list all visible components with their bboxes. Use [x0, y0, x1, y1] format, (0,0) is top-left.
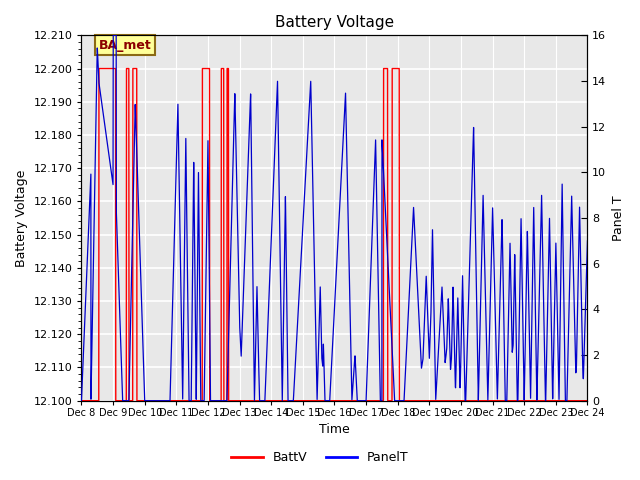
Title: Battery Voltage: Battery Voltage [275, 15, 394, 30]
Y-axis label: Battery Voltage: Battery Voltage [15, 169, 28, 267]
Text: BA_met: BA_met [99, 38, 152, 52]
Y-axis label: Panel T: Panel T [612, 195, 625, 241]
Legend: BattV, PanelT: BattV, PanelT [227, 446, 413, 469]
X-axis label: Time: Time [319, 423, 350, 436]
